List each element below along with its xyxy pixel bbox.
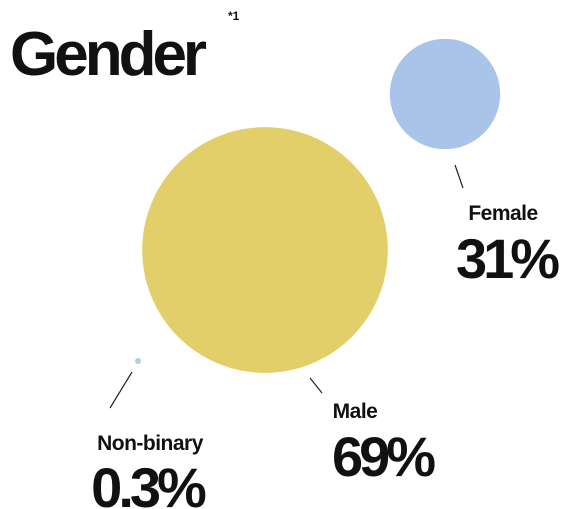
- category-label: Male: [333, 400, 378, 423]
- footnote-marker: *1: [228, 9, 240, 23]
- category-label: Non-binary: [97, 432, 204, 455]
- chart-title: Gender: [10, 20, 207, 89]
- category-label: Female: [468, 202, 537, 225]
- bubble: [389, 38, 501, 150]
- value-label: 69%: [332, 425, 435, 488]
- leader-line: [309, 377, 323, 394]
- bubble: [142, 127, 388, 373]
- bubble: [135, 358, 141, 364]
- leader-line: [454, 164, 464, 189]
- value-label: 0.3%: [91, 456, 206, 509]
- value-label: 31%: [456, 227, 559, 290]
- leader-line: [109, 371, 133, 409]
